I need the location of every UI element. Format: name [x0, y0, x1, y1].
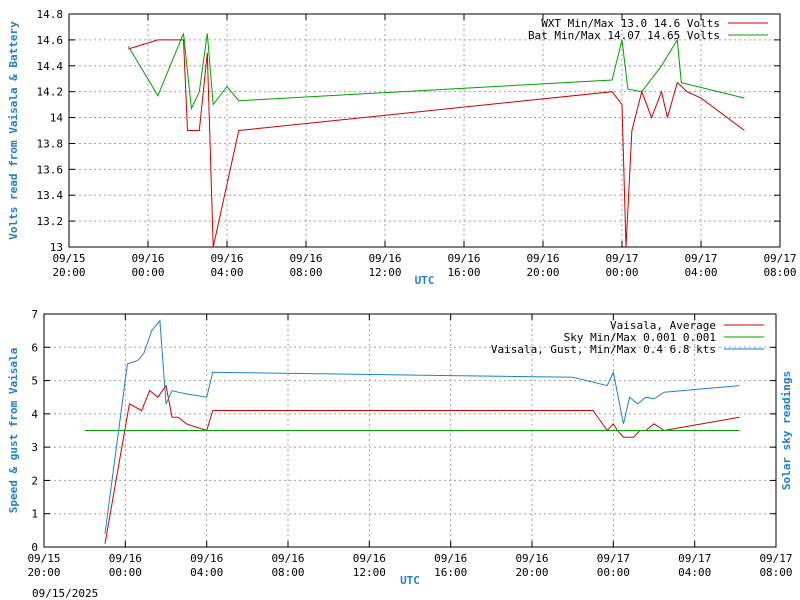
legend-label: Vaisala, Average [610, 319, 716, 332]
x-tick-label-date: 09/16 [190, 552, 223, 565]
y-tick-label: 1 [31, 508, 38, 521]
x-axis-title: UTC [415, 274, 435, 287]
y-tick-label: 14 [50, 112, 64, 125]
x-tick-label-date: 09/15 [27, 552, 60, 565]
y-tick-label: 14.6 [37, 34, 64, 47]
x-tick-label-time: 00:00 [605, 266, 638, 279]
x-tick-label-time: 08:00 [289, 266, 322, 279]
x-tick-label-date: 09/16 [447, 252, 480, 265]
x-tick-label-time: 12:00 [368, 266, 401, 279]
y-tick-label: 0 [31, 541, 38, 554]
x-axis-title: UTC [400, 574, 420, 587]
x-tick-label-time: 20:00 [515, 566, 548, 579]
legend-label: Sky Min/Max 0.001 0.001 [564, 331, 716, 344]
x-tick-label-date: 09/16 [131, 252, 164, 265]
series-line-0 [104, 384, 740, 544]
x-tick-label-date: 09/17 [605, 252, 638, 265]
y-tick-label: 2 [31, 474, 38, 487]
voltage-chart: 09/1520:0009/1600:0009/1604:0009/1608:00… [7, 8, 797, 287]
x-tick-label-time: 16:00 [434, 566, 467, 579]
x-tick-label-time: 16:00 [447, 266, 480, 279]
x-tick-label-time: 20:00 [27, 566, 60, 579]
y-tick-label: 5 [31, 375, 38, 388]
x-tick-label-date: 09/15 [52, 252, 85, 265]
x-tick-label-date: 09/16 [353, 552, 386, 565]
x-tick-label-date: 09/17 [759, 552, 792, 565]
legend-label: Bat Min/Max 14.07 14.65 Volts [528, 29, 720, 42]
x-tick-label-date: 09/16 [526, 252, 559, 265]
footer-date: 09/15/2025 [32, 587, 98, 600]
x-tick-label-time: 20:00 [526, 266, 559, 279]
x-tick-label-time: 08:00 [759, 566, 792, 579]
x-tick-label-date: 09/16 [210, 252, 243, 265]
x-tick-label-date: 09/16 [109, 552, 142, 565]
y-tick-label: 3 [31, 441, 38, 454]
x-tick-label-time: 00:00 [597, 566, 630, 579]
plot-frame [43, 313, 777, 548]
x-tick-label-time: 12:00 [353, 566, 386, 579]
y-tick-label: 13 [50, 241, 63, 254]
x-tick-label-date: 09/16 [368, 252, 401, 265]
y-tick-label: 13.8 [37, 137, 64, 150]
x-tick-label-time: 04:00 [684, 266, 717, 279]
x-tick-label-date: 09/16 [515, 552, 548, 565]
y2-axis-title: Solar sky readings [780, 371, 793, 490]
y-axis-title: Volts read from Vaisala & Battery [7, 21, 20, 240]
y-tick-label: 14.4 [37, 60, 64, 73]
x-tick-label-time: 00:00 [131, 266, 164, 279]
y-tick-label: 13.4 [37, 189, 64, 202]
legend-label: Vaisala, Gust, Min/Max 0.4 6.8 kts [491, 343, 716, 356]
plot-frame [68, 13, 781, 248]
y-tick-label: 13.6 [37, 163, 64, 176]
legend-label: WXT Min/Max 13.0 14.6 Volts [541, 17, 720, 30]
series-line-0 [128, 39, 745, 248]
series-line-1 [127, 33, 745, 111]
x-tick-label-date: 09/16 [434, 552, 467, 565]
x-tick-label-time: 00:00 [109, 566, 142, 579]
x-tick-label-date: 09/17 [684, 252, 717, 265]
y-tick-label: 4 [31, 408, 38, 421]
x-tick-label-date: 09/17 [597, 552, 630, 565]
x-tick-label-time: 08:00 [271, 566, 304, 579]
x-tick-label-date: 09/17 [678, 552, 711, 565]
wind-speed-chart: 09/1520:0009/1600:0009/1604:0009/1608:00… [7, 308, 793, 587]
x-tick-label-date: 09/17 [763, 252, 796, 265]
x-tick-label-time: 08:00 [763, 266, 796, 279]
x-tick-label-date: 09/16 [271, 552, 304, 565]
y-tick-label: 6 [31, 341, 38, 354]
x-tick-label-time: 04:00 [210, 266, 243, 279]
y-tick-label: 13.2 [37, 215, 64, 228]
x-tick-label-time: 04:00 [678, 566, 711, 579]
y-tick-label: 14.8 [37, 8, 64, 21]
x-tick-label-time: 04:00 [190, 566, 223, 579]
y-tick-label: 7 [31, 308, 38, 321]
series-line-2 [104, 319, 740, 534]
x-tick-label-date: 09/16 [289, 252, 322, 265]
x-tick-label-time: 20:00 [52, 266, 85, 279]
y-axis-title: Speed & gust from Vaisala [7, 348, 20, 514]
y-tick-label: 14.2 [37, 86, 64, 99]
